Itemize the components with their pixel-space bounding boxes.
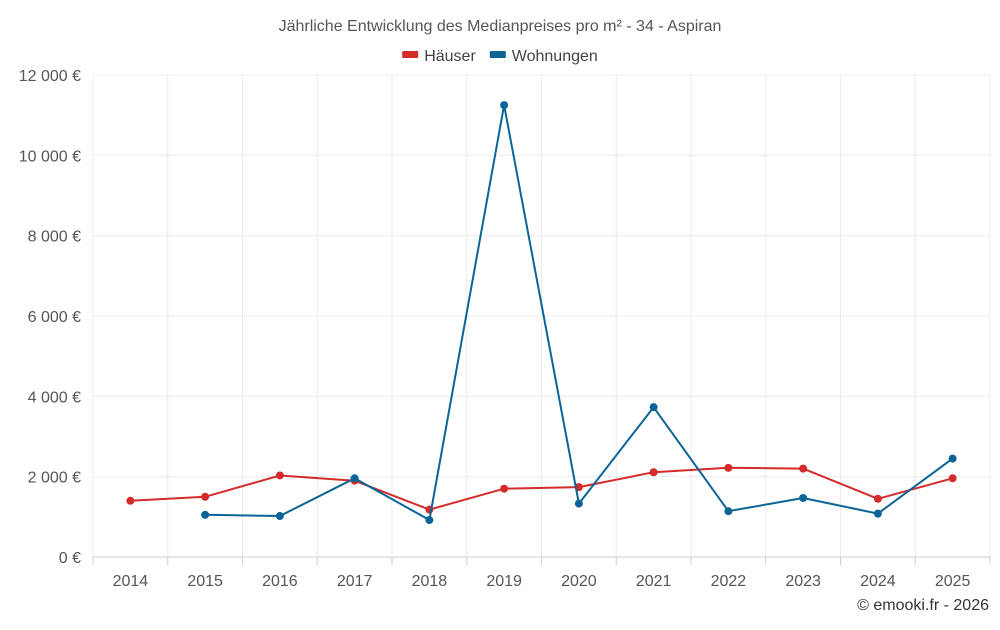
data-point[interactable] [350,474,359,483]
legend-label: Wohnungen [512,48,598,65]
x-tick-label: 2016 [262,573,298,590]
legend-swatch [489,51,506,58]
y-tick-label: 0 € [59,550,81,567]
x-tick-label: 2020 [561,573,597,590]
credit-text: © emooki.fr - 2026 [857,597,989,614]
legend-swatch [402,51,419,58]
chart-title: Jährliche Entwicklung des Medianpreises … [279,18,722,35]
data-point[interactable] [724,507,733,516]
y-tick-label: 6 000 € [28,309,81,326]
y-tick-label: 8 000 € [28,229,81,246]
grid [92,74,991,565]
x-tick-label: 2019 [486,573,522,590]
series-line [130,466,953,511]
data-point[interactable] [126,496,135,505]
legend-item-0[interactable]: Häuser [402,48,476,65]
data-point[interactable] [948,474,957,483]
data-point[interactable] [574,499,583,508]
legend-item-1[interactable]: Wohnungen [489,48,598,65]
x-tick-label: 2015 [187,573,223,590]
x-tick-label: 2021 [636,573,672,590]
data-point[interactable] [948,454,957,463]
data-point[interactable] [275,471,284,480]
series-layer [126,101,957,525]
y-tick-label: 2 000 € [28,470,81,487]
series-0 [126,463,957,514]
data-point[interactable] [500,484,509,493]
y-tick-label: 4 000 € [28,389,81,406]
data-point[interactable] [724,463,733,472]
data-point[interactable] [500,101,509,110]
x-tick-label: 2023 [785,573,821,590]
data-point[interactable] [649,403,658,412]
x-tick-label: 2014 [113,573,149,590]
x-tick-label: 2024 [860,573,896,590]
y-tick-label: 10 000 € [19,148,81,165]
legend[interactable]: Häuser Wohnungen [402,48,598,65]
data-point[interactable] [425,516,434,525]
legend-label: Häuser [424,48,476,65]
x-axis-ticks: 2014 2015 2016 2017 2018 2019 2020 2021 2022 2023… [113,573,971,590]
data-point[interactable] [873,509,882,518]
x-tick-label: 2017 [337,573,373,590]
y-axis-ticks: 0 € 2 000 € 4 000 € 6 000 € 8 000 € 10 000 € 1… [19,68,81,567]
data-point[interactable] [275,512,284,521]
x-tick-label: 2018 [412,573,448,590]
data-point[interactable] [799,464,808,473]
data-point[interactable] [201,510,210,519]
x-tick-label: 2022 [711,573,747,590]
data-point[interactable] [201,492,210,501]
series-1 [201,101,957,525]
data-point[interactable] [873,494,882,503]
data-point[interactable] [649,468,658,477]
data-point[interactable] [799,493,808,502]
y-tick-label: 12 000 € [19,68,81,85]
x-tick-label: 2025 [935,573,971,590]
